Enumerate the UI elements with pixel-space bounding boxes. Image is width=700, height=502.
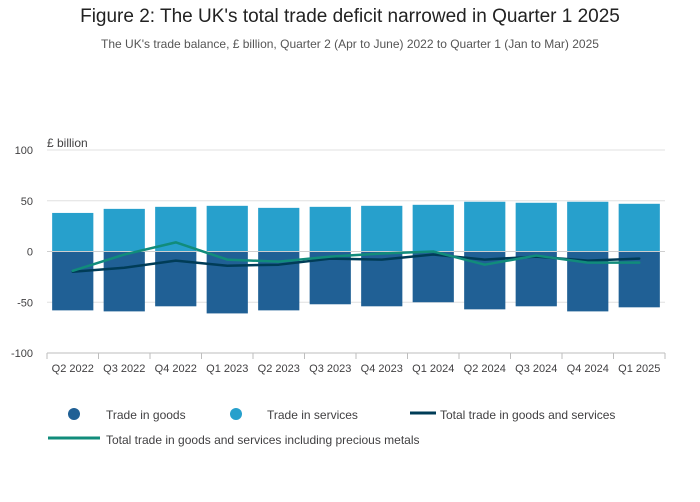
y-tick-label: -100 <box>11 348 33 360</box>
legend-total-trade-label: Total trade in goods and services <box>440 408 615 422</box>
y-axis-label: £ billion <box>47 136 88 150</box>
x-tick-label: Q2 2024 <box>464 363 506 375</box>
bar-services <box>412 204 454 252</box>
x-tick-label: Q3 2023 <box>309 363 351 375</box>
x-tick-label: Q1 2025 <box>618 363 660 375</box>
legend-trade-in-goods-label: Trade in goods <box>106 408 186 422</box>
bar-goods <box>206 251 248 314</box>
bar-services <box>206 205 248 252</box>
y-tick-label: 100 <box>15 145 33 157</box>
x-tick-label: Q1 2024 <box>412 363 454 375</box>
x-tick-label: Q4 2024 <box>567 363 609 375</box>
bar-goods <box>412 251 454 303</box>
bar-services <box>464 201 506 252</box>
y-tick-label: 50 <box>21 196 33 208</box>
bar-services <box>52 212 94 252</box>
y-tick-label: -50 <box>17 297 33 309</box>
x-tick-label: Q3 2022 <box>103 363 145 375</box>
y-tick-label: 0 <box>27 247 33 259</box>
bar-services <box>103 208 145 252</box>
line-total-trade-precious-metals <box>71 241 641 273</box>
line-layer <box>71 241 641 274</box>
bar-services <box>258 207 300 252</box>
x-tick-label: Q4 2022 <box>155 363 197 375</box>
legend-trade-in-services-label: Trade in services <box>267 408 358 422</box>
bar-layer <box>52 201 660 314</box>
legend: Trade in goods Trade in services Total tra… <box>48 408 615 447</box>
legend-trade-in-services-marker <box>230 408 242 420</box>
legend-trade-in-goods-marker <box>68 408 80 420</box>
bar-goods <box>515 251 557 307</box>
bar-goods <box>52 251 94 311</box>
bar-services <box>361 205 403 252</box>
bar-goods <box>618 251 660 308</box>
x-tick-label: Q1 2023 <box>206 363 248 375</box>
x-tick-label: Q2 2023 <box>258 363 300 375</box>
x-tick-label: Q3 2024 <box>515 363 557 375</box>
bar-services <box>618 203 660 252</box>
chart-title: Figure 2: The UK's total trade deficit n… <box>80 6 620 27</box>
bar-services <box>155 206 197 252</box>
bar-goods <box>103 251 145 312</box>
x-tick-label: Q2 2022 <box>52 363 94 375</box>
axis-layer: 100 50 0 -50 -100 Q2 2022 Q3 2022 Q4 2022 Q1 202… <box>11 145 666 375</box>
chart-subtitle: The UK's trade balance, £ billion, Quart… <box>101 37 599 51</box>
x-tick-label: Q4 2023 <box>361 363 403 375</box>
bar-services <box>567 201 609 252</box>
bar-services <box>309 206 351 252</box>
bar-services <box>515 202 557 252</box>
legend-total-trade-precious-metals-label: Total trade in goods and services includ… <box>106 433 420 447</box>
